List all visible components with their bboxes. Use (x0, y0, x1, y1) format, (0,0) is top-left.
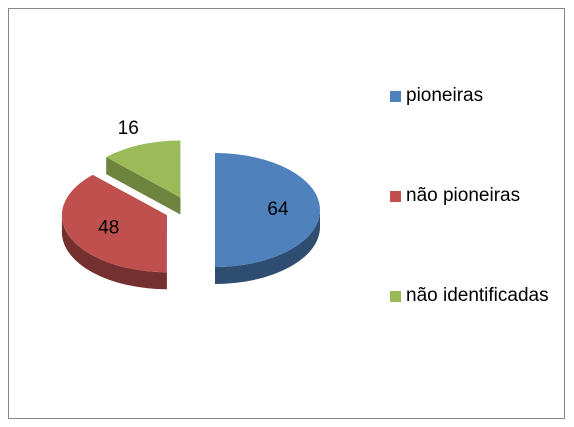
pie-slice (106, 140, 181, 198)
data-label: 16 (118, 118, 139, 139)
legend-item: pioneiras (390, 81, 550, 111)
legend-item: não pioneiras (390, 181, 550, 211)
pie-side (215, 210, 320, 284)
pie-slice (61, 174, 167, 273)
pie-side (61, 215, 167, 290)
pie-side (106, 157, 181, 215)
pie-slice (215, 153, 320, 267)
legend-label: pioneiras (406, 85, 484, 106)
legend-swatch (390, 191, 401, 202)
data-label: 48 (98, 217, 119, 238)
data-label: 64 (267, 199, 289, 220)
legend-item: não identificadas (390, 281, 550, 311)
legend-label: não pioneiras (406, 185, 521, 206)
legend-label: não identificadas (406, 285, 549, 306)
legend-swatch (390, 291, 401, 302)
legend-swatch (390, 91, 401, 102)
